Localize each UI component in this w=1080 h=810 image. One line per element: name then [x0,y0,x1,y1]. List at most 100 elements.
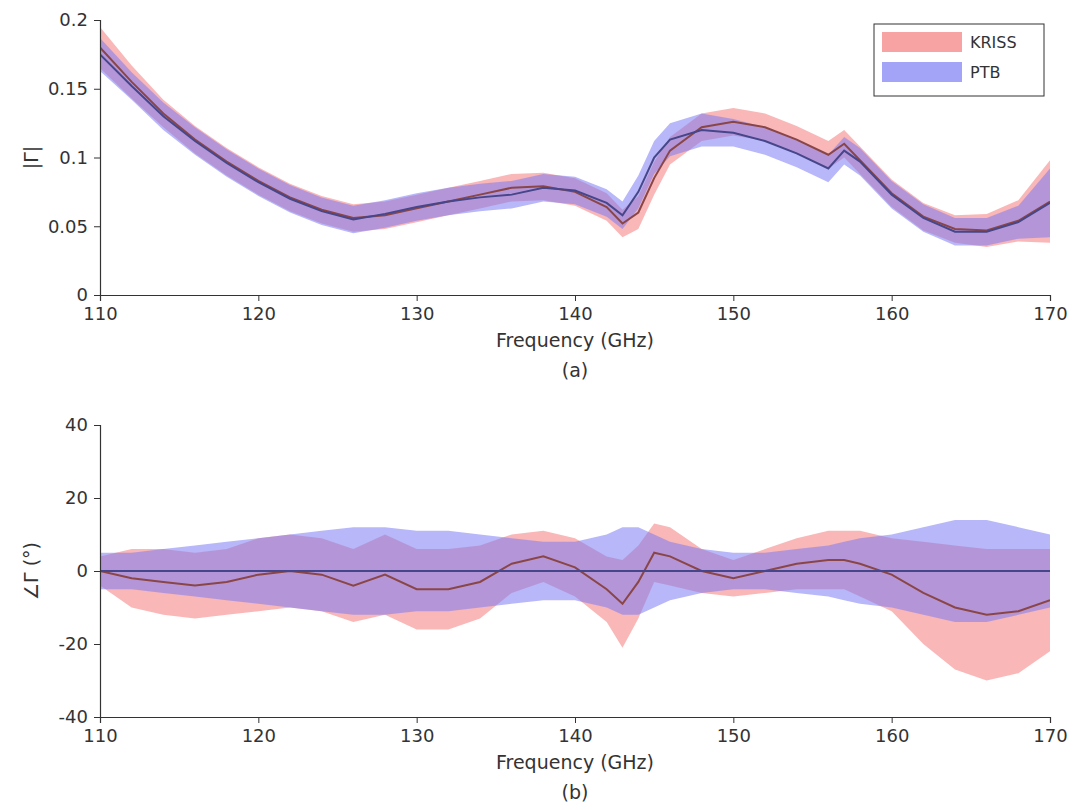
legend-label: PTB [970,63,1000,82]
tick: 40 [65,414,100,435]
tick-mark [258,717,259,723]
tick: 110 [83,717,117,746]
tick: 130 [400,295,434,324]
tick-label: 20 [65,487,88,508]
series-line [100,553,1050,615]
tick-mark [94,295,100,296]
panel-title: (a) [562,359,588,381]
tick-label: 160 [875,725,909,746]
tick: 150 [717,295,751,324]
tick-label: 0.05 [48,216,88,237]
tick-label: 40 [65,414,88,435]
tick: 0 [77,560,100,581]
tick-mark [575,717,576,723]
tick: 160 [875,717,909,746]
y-axis-title: |Γ| [20,146,43,169]
tick-label: 150 [717,725,751,746]
tick: 0.05 [48,216,100,237]
tick: 20 [65,487,100,508]
y-axis: -40 -20 0 20 40 [59,414,101,727]
tick: 150 [717,717,751,746]
chart-canvas: 110 120 130 140 150 160 170 0 0.05 0.1 0.15 0.2 Freq… [0,0,1080,810]
tick-mark [94,226,100,227]
tick: 0.1 [59,147,100,168]
tick: 0 [77,284,100,305]
tick-mark [417,717,418,723]
x-axis-title: Frequency (GHz) [496,329,654,351]
tick-mark [892,717,893,723]
tick-mark [94,425,100,426]
tick-mark [94,20,100,21]
tick-label: 170 [1033,725,1067,746]
series-line [100,48,1050,231]
uncertainty-band [100,520,1050,622]
tick-label: 0.1 [59,147,88,168]
tick: -20 [59,633,100,654]
tick-mark [733,717,734,723]
tick-label: 130 [400,303,434,324]
tick: 0.15 [48,78,100,99]
tick-label: 130 [400,725,434,746]
tick: 170 [1033,717,1067,746]
tick: 170 [1033,295,1067,324]
tick: 0.2 [59,9,100,30]
tick: 160 [875,295,909,324]
x-axis: 110 120 130 140 150 160 170 [83,717,1067,746]
tick: 140 [558,295,592,324]
tick-mark [733,295,734,301]
plot-area [100,520,1050,681]
tick-label: 140 [558,303,592,324]
series-line [100,570,1050,572]
tick-mark [575,295,576,301]
tick-label: 150 [717,303,751,324]
y-axis-title: ∠Γ (°) [20,542,42,600]
tick-label: 140 [558,725,592,746]
panel-title: (b) [562,781,589,803]
tick-mark [417,295,418,301]
tick: 130 [400,717,434,746]
tick-label: 120 [242,303,276,324]
tick-mark [94,571,100,572]
tick-mark [1050,717,1051,723]
legend-swatch [882,32,962,52]
tick: -40 [59,706,100,727]
tick-mark [1050,295,1051,301]
tick: 120 [242,295,276,324]
tick-label: 120 [242,725,276,746]
series-line [100,54,1050,231]
chart-panel: 110 120 130 140 150 160 170 0 0.05 0.1 0.15 0.2 Freq… [20,9,1068,381]
x-axis: 110 120 130 140 150 160 170 [83,295,1067,324]
uncertainty-band [100,38,1050,246]
tick-mark [94,644,100,645]
tick-label: 110 [83,303,117,324]
legend-label: KRISS [970,33,1017,52]
tick-label: 0 [77,284,88,305]
tick-mark [258,295,259,301]
tick-label: 0.2 [59,9,88,30]
tick-label: 160 [875,303,909,324]
tick-label: -40 [59,706,88,727]
tick-mark [94,498,100,499]
legend: KRISS PTB [874,24,1044,96]
chart-panel: 110 120 130 140 150 160 170 -40 -20 0 20 40 Frequenc… [20,414,1068,803]
tick-label: 170 [1033,303,1067,324]
tick: 120 [242,717,276,746]
axis-line [94,426,101,718]
tick-label: 0.15 [48,78,88,99]
axis-line [101,718,1051,724]
x-axis-title: Frequency (GHz) [496,751,654,773]
tick-mark [94,158,100,159]
axis-line [101,296,1051,302]
tick-label: 0 [77,560,88,581]
y-axis: 0 0.05 0.1 0.15 0.2 [48,9,101,305]
tick: 140 [558,717,592,746]
tick-mark [94,717,100,718]
legend-swatch [882,62,962,82]
tick-label: 110 [83,725,117,746]
tick-label: -20 [59,633,88,654]
tick-mark [94,89,100,90]
legend-box [874,24,1044,96]
axis-line [94,21,101,296]
tick-mark [892,295,893,301]
tick: 110 [83,295,117,324]
